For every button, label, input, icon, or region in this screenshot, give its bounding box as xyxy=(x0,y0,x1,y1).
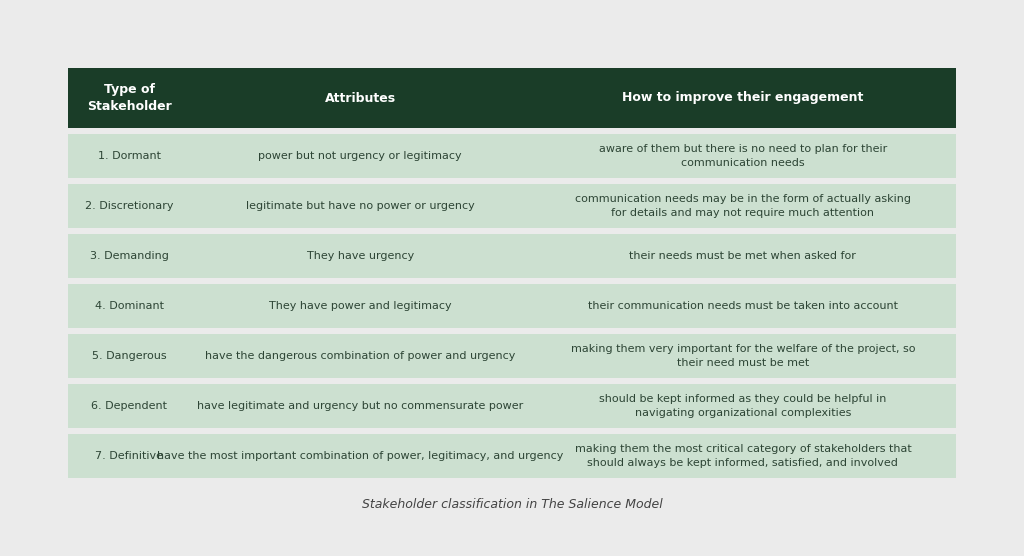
Text: Type of
Stakeholder: Type of Stakeholder xyxy=(87,83,172,113)
Bar xyxy=(190,384,529,428)
Text: their communication needs must be taken into account: their communication needs must be taken … xyxy=(588,301,898,311)
Bar xyxy=(68,284,190,328)
Bar xyxy=(68,434,190,478)
Text: power but not urgency or legitimacy: power but not urgency or legitimacy xyxy=(258,151,462,161)
Bar xyxy=(190,284,529,328)
Text: have legitimate and urgency but no commensurate power: have legitimate and urgency but no comme… xyxy=(197,401,523,411)
Bar xyxy=(68,334,190,378)
Bar xyxy=(190,234,529,278)
Text: 5. Dangerous: 5. Dangerous xyxy=(92,351,167,361)
Text: communication needs may be in the form of actually asking
for details and may no: communication needs may be in the form o… xyxy=(574,195,911,217)
Bar xyxy=(190,68,529,128)
Text: 4. Dominant: 4. Dominant xyxy=(95,301,164,311)
Bar xyxy=(529,184,956,228)
Text: aware of them but there is no need to plan for their
communication needs: aware of them but there is no need to pl… xyxy=(599,145,887,167)
Bar xyxy=(190,134,529,178)
Text: They have urgency: They have urgency xyxy=(306,251,414,261)
Text: 1. Dormant: 1. Dormant xyxy=(97,151,161,161)
Bar xyxy=(529,234,956,278)
Text: 6. Dependent: 6. Dependent xyxy=(91,401,167,411)
Text: 2. Discretionary: 2. Discretionary xyxy=(85,201,173,211)
Text: should be kept informed as they could be helpful in
navigating organizational co: should be kept informed as they could be… xyxy=(599,394,887,418)
Text: making them very important for the welfare of the project, so
their need must be: making them very important for the welfa… xyxy=(570,344,915,368)
Bar xyxy=(190,184,529,228)
Bar xyxy=(68,384,190,428)
Bar xyxy=(529,434,956,478)
Bar xyxy=(68,134,190,178)
Text: making them the most critical category of stakeholders that
should always be kep: making them the most critical category o… xyxy=(574,444,911,468)
Bar xyxy=(529,134,956,178)
Text: legitimate but have no power or urgency: legitimate but have no power or urgency xyxy=(246,201,474,211)
Text: They have power and legitimacy: They have power and legitimacy xyxy=(269,301,452,311)
Bar xyxy=(529,384,956,428)
Text: have the most important combination of power, legitimacy, and urgency: have the most important combination of p… xyxy=(157,451,563,461)
Bar xyxy=(68,234,190,278)
Text: have the dangerous combination of power and urgency: have the dangerous combination of power … xyxy=(205,351,515,361)
Text: Attributes: Attributes xyxy=(325,92,395,105)
Bar xyxy=(190,434,529,478)
Text: How to improve their engagement: How to improve their engagement xyxy=(623,92,863,105)
Text: their needs must be met when asked for: their needs must be met when asked for xyxy=(630,251,856,261)
Text: 3. Demanding: 3. Demanding xyxy=(90,251,169,261)
Bar xyxy=(190,334,529,378)
Bar xyxy=(68,184,190,228)
Text: Stakeholder classification in The Salience Model: Stakeholder classification in The Salien… xyxy=(361,499,663,512)
Bar xyxy=(529,284,956,328)
Text: 7. Definitive: 7. Definitive xyxy=(95,451,163,461)
Bar xyxy=(68,68,190,128)
Bar xyxy=(529,334,956,378)
Bar xyxy=(529,68,956,128)
